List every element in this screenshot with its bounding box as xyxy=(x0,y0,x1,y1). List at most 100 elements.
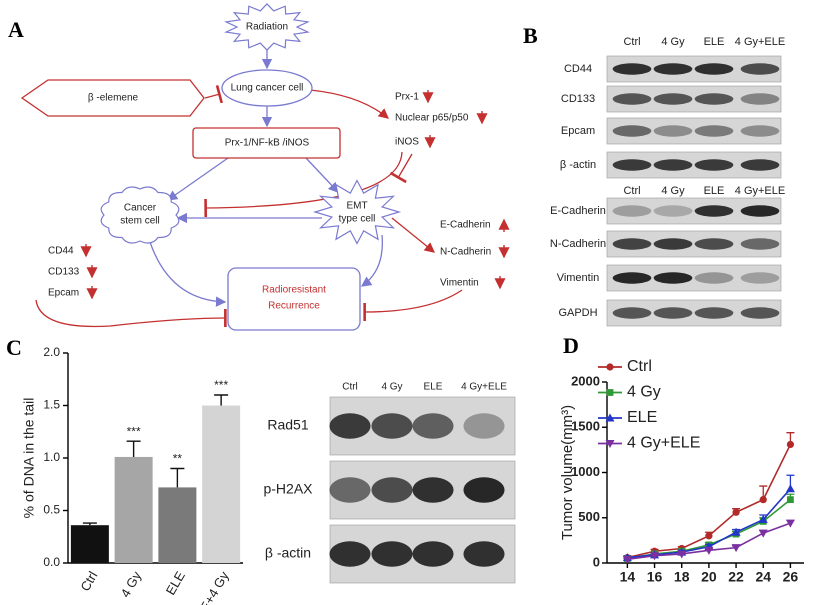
blot-band xyxy=(653,125,693,137)
legend-label: ELE xyxy=(627,409,657,426)
node-label: stem cell xyxy=(120,216,159,227)
x-tick-label: 18 xyxy=(674,569,690,585)
blot-row-label: Epcam xyxy=(561,125,595,137)
point xyxy=(758,529,768,538)
blot-row-label: p-H2AX xyxy=(263,481,313,497)
blot-band xyxy=(740,93,780,105)
marker-label: Nuclear p65/p50 xyxy=(395,113,469,124)
pathway-box xyxy=(192,127,341,159)
error-bar xyxy=(170,467,185,488)
x-tick-label: 14 xyxy=(620,569,636,585)
y-axis-title: % of DNA in the tail xyxy=(21,398,37,519)
blot-column-label: 4 Gy+ELE xyxy=(735,36,785,48)
legend-label: 4 Gy+ELE xyxy=(627,435,700,452)
blot-band xyxy=(694,205,734,217)
marker-label: Vimentin xyxy=(440,278,479,289)
legend-marker xyxy=(606,363,614,371)
blot-row-label: CD44 xyxy=(564,63,592,75)
blot-band xyxy=(740,63,780,75)
blot-column-label: 4 Gy+ELE xyxy=(735,185,785,197)
blot-band xyxy=(371,477,413,503)
blot-row-label: Vimentin xyxy=(557,272,600,284)
point xyxy=(758,515,768,524)
blot-column-label: ELE xyxy=(704,36,725,48)
blot-band xyxy=(371,413,413,439)
y-tick-label: 0 xyxy=(593,554,600,569)
blot-band xyxy=(412,541,454,567)
significance-label: ** xyxy=(173,452,183,466)
bar xyxy=(114,456,153,563)
y-tick-label: 2000 xyxy=(571,373,600,388)
blot-band xyxy=(740,125,780,137)
blot-column-label: 4 Gy xyxy=(661,36,685,48)
blot-column-label: ELE xyxy=(704,185,725,197)
blot-band xyxy=(612,238,652,250)
point xyxy=(759,496,767,504)
blot-band xyxy=(694,307,734,319)
marker-label: Epcam xyxy=(48,288,79,299)
legend-label: 4 Gy xyxy=(627,384,661,401)
blot-band xyxy=(653,159,693,171)
blot-row-label: E-Cadherin xyxy=(550,205,606,217)
error-bar xyxy=(214,394,229,406)
blot-band xyxy=(694,159,734,171)
blot-row-label: N-Cadherin xyxy=(550,238,606,250)
x-tick-label: 16 xyxy=(647,569,663,585)
blot-band xyxy=(740,238,780,250)
blot-band xyxy=(329,413,371,439)
blot-band xyxy=(329,541,371,567)
y-tick-label: 500 xyxy=(578,509,600,524)
point xyxy=(622,555,632,564)
y-tick-label: 1.0 xyxy=(43,450,60,464)
marker-label: iNOS xyxy=(395,137,419,148)
blot-band xyxy=(653,307,693,319)
panel-label: A xyxy=(8,17,24,42)
node-label: type cell xyxy=(339,214,376,225)
diagram-arrows xyxy=(35,48,463,328)
y-tick-label: 0.0 xyxy=(43,555,60,569)
blot-column-label: 4 Gy xyxy=(381,382,402,393)
blot-row-label: CD133 xyxy=(561,93,595,105)
point xyxy=(731,527,741,536)
marker-label: N-Cadherin xyxy=(440,247,491,258)
point xyxy=(677,550,687,559)
blot-band xyxy=(653,272,693,284)
node-label: Cancer xyxy=(124,203,157,214)
significance-label: *** xyxy=(127,424,141,438)
blot-band xyxy=(612,93,652,105)
significance-label: *** xyxy=(214,378,228,392)
marker-label: CD133 xyxy=(48,267,80,278)
blot-band xyxy=(612,205,652,217)
blot-band xyxy=(694,125,734,137)
blot-column-label: Ctrl xyxy=(342,382,358,393)
blot-band xyxy=(412,413,454,439)
blot-band xyxy=(329,477,371,503)
node-label: Prx-1/NF-kB /iNOS xyxy=(225,138,310,149)
blot-band xyxy=(653,63,693,75)
node-label: Radiation xyxy=(246,22,288,33)
node-label: Lung cancer cell xyxy=(231,83,304,94)
marker-label: Prx-1 xyxy=(395,92,419,103)
blot-band xyxy=(694,93,734,105)
radiation-shape xyxy=(224,3,310,51)
blot-band xyxy=(740,205,780,217)
outcome-box xyxy=(227,267,361,331)
blot-band xyxy=(412,477,454,503)
bar xyxy=(158,487,197,563)
blot-band xyxy=(612,125,652,137)
node-label: β -elemene xyxy=(88,93,139,104)
blot-row-label: GAPDH xyxy=(558,307,597,319)
blot-band xyxy=(653,93,693,105)
blot-row-label: β -actin xyxy=(265,545,311,561)
blot-band xyxy=(463,541,505,567)
x-tick-label: 26 xyxy=(783,569,799,585)
x-tick-label: 20 xyxy=(701,569,717,585)
stem-cell-shape xyxy=(100,186,180,244)
legend-label: Ctrl xyxy=(627,358,652,375)
point xyxy=(731,544,741,553)
elemene-shape xyxy=(20,79,205,117)
blot-band xyxy=(694,238,734,250)
blot-band xyxy=(740,272,780,284)
marker-label: E-Cadherin xyxy=(440,220,491,231)
blot-band xyxy=(653,238,693,250)
